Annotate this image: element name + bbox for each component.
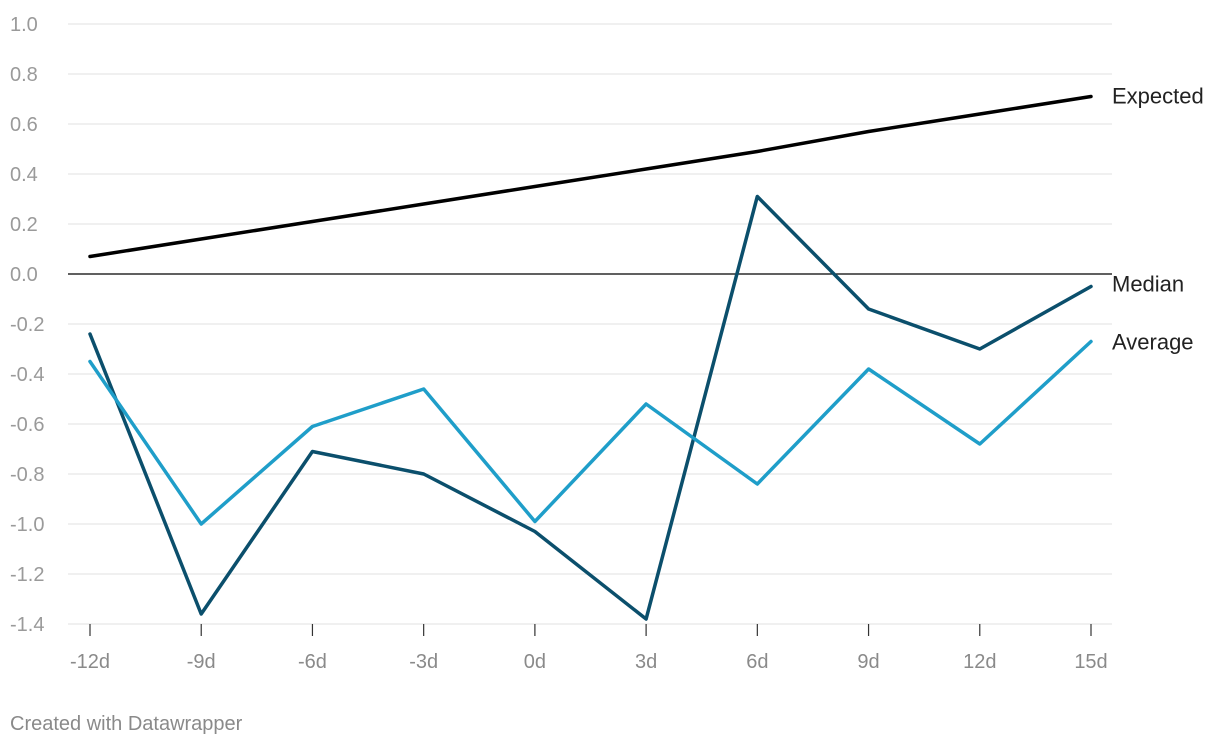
y-tick-label: 0.4 [10,164,38,186]
x-tick-label: -3d [409,651,438,673]
y-tick-label: 0.8 [10,64,38,86]
y-tick-label: -1.0 [10,514,44,536]
series-lines [88,94,1093,621]
x-tick-label: 6d [746,651,768,673]
y-tick-label: 1.0 [10,14,38,36]
credit-text: Created with Datawrapper [10,713,243,735]
y-tick-label: -0.6 [10,414,44,436]
y-tick-label: 0.2 [10,214,38,236]
x-tick-label: -12d [70,651,110,673]
x-tick-label: 3d [635,651,657,673]
y-tick-label: -0.2 [10,314,44,336]
y-axis-tick-labels: 1.0 0.8 0.6 0.4 0.2 0.0 -0.2 -0.4 -0.6 -0.8 -1.0 -1… [10,14,44,636]
gridlines [68,23,1112,625]
y-tick-label: 0.6 [10,114,38,136]
average-series-label: Average [1112,330,1194,355]
expected-line [88,94,1093,259]
median-line [88,194,1093,621]
x-tick-label: 0d [524,651,546,673]
y-tick-label: -1.2 [10,564,44,586]
y-tick-label: 0.0 [10,264,38,286]
x-tick-label: 9d [857,651,879,673]
x-tick-label: 12d [963,651,996,673]
median-series-label: Median [1112,272,1184,297]
x-tick-label: -6d [298,651,327,673]
series-labels: Expected Median Average [1112,84,1204,355]
average-line [88,339,1093,526]
y-tick-label: -0.8 [10,464,44,486]
x-axis: -12d -9d -6d -3d 0d 3d 6d 9d 12d 15d [70,624,1108,673]
y-tick-label: -0.4 [10,364,44,386]
y-tick-label: -1.4 [10,614,44,636]
expected-series-label: Expected [1112,84,1204,109]
x-tick-label: 15d [1074,651,1107,673]
x-tick-label: -9d [187,651,216,673]
